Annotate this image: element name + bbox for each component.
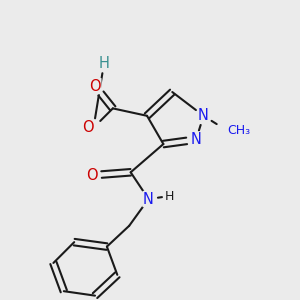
Text: O: O	[82, 120, 94, 135]
Text: N: N	[198, 108, 209, 123]
Text: O: O	[86, 168, 98, 183]
Text: N: N	[143, 191, 154, 206]
Text: CH₃: CH₃	[227, 124, 250, 137]
Text: H: H	[165, 190, 174, 202]
Text: N: N	[190, 132, 202, 147]
Text: O: O	[89, 79, 101, 94]
Text: H: H	[98, 56, 110, 71]
